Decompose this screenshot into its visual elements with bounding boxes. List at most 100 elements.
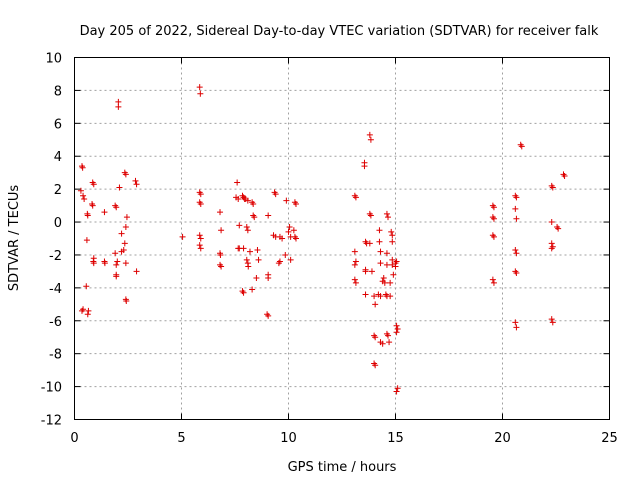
data-point [513, 324, 520, 331]
data-point [272, 191, 279, 198]
data-point [90, 181, 97, 188]
y-tick-label: -10 [41, 381, 62, 396]
data-point [179, 233, 186, 240]
data-point [372, 362, 379, 369]
data-point [240, 289, 247, 296]
data-point [240, 245, 247, 252]
y-axis-label: SDTVAR / TECUs [7, 185, 22, 292]
data-point [548, 219, 555, 226]
x-tick-labels: 0 5 10 15 20 25 [70, 431, 617, 446]
x-tick-label: 15 [387, 431, 404, 446]
data-point [389, 232, 396, 239]
axis-ticks [74, 57, 610, 420]
data-point [376, 238, 383, 245]
y-tick-label: 8 [54, 84, 62, 99]
data-points [77, 84, 568, 395]
data-point [513, 194, 520, 201]
y-tick-label: 0 [54, 216, 62, 231]
y-tick-label: 10 [45, 52, 62, 67]
data-point [512, 205, 519, 212]
data-point [393, 388, 400, 395]
data-point [197, 245, 204, 252]
data-point [122, 171, 129, 178]
data-point [85, 307, 92, 314]
data-point [121, 240, 128, 247]
data-point [132, 177, 139, 184]
data-point [287, 256, 294, 263]
data-point [83, 237, 90, 244]
y-tick-label: 2 [54, 183, 62, 198]
data-point [243, 223, 250, 230]
data-point [351, 276, 358, 283]
data-point [101, 260, 108, 267]
data-point [548, 245, 555, 252]
data-point [366, 240, 373, 247]
data-point [393, 329, 400, 336]
data-point [218, 263, 225, 270]
data-point [279, 235, 286, 242]
data-point [389, 261, 396, 268]
data-point [283, 197, 290, 204]
data-point [255, 256, 262, 263]
data-point [390, 271, 397, 278]
data-point [112, 250, 119, 257]
x-tick-label: 20 [494, 431, 511, 446]
data-point [385, 214, 392, 221]
data-point [81, 196, 88, 203]
chart-title: Day 205 of 2022, Sidereal Day-to-day VTE… [80, 24, 599, 39]
data-point [83, 283, 90, 290]
data-point [236, 222, 243, 229]
data-point [80, 192, 87, 199]
data-point [367, 136, 374, 143]
y-tick-label: 4 [54, 150, 62, 165]
data-point [361, 163, 368, 170]
data-point [383, 261, 390, 268]
data-point [490, 279, 497, 286]
data-point [243, 256, 250, 263]
data-point [367, 212, 374, 219]
data-point [133, 181, 140, 188]
plot-frame [74, 57, 610, 420]
data-point [245, 263, 252, 270]
data-point [285, 228, 292, 235]
data-point [84, 212, 91, 219]
data-point [352, 279, 359, 286]
data-point [490, 204, 497, 211]
data-point [366, 131, 373, 138]
y-tick-label: -12 [41, 414, 62, 429]
data-point [90, 260, 97, 267]
data-point [490, 233, 497, 240]
data-point [79, 164, 86, 171]
y-tick-label: -8 [49, 348, 62, 363]
data-point [122, 223, 129, 230]
data-point [377, 248, 384, 255]
data-point [80, 306, 87, 313]
data-point [362, 291, 369, 298]
data-point [286, 223, 293, 230]
data-point [377, 293, 384, 300]
data-point [351, 248, 358, 255]
data-point [380, 274, 387, 281]
data-point [113, 204, 120, 211]
data-point [113, 273, 120, 280]
data-point [265, 212, 272, 219]
data-point [217, 209, 224, 216]
data-point [235, 196, 242, 203]
data-point [388, 228, 395, 235]
data-point [352, 194, 359, 201]
data-point [561, 172, 568, 179]
data-point [265, 312, 272, 319]
data-point [394, 385, 401, 392]
data-point [77, 187, 84, 194]
y-tick-label: 6 [54, 117, 62, 132]
data-point [249, 286, 256, 293]
x-tick-label: 0 [70, 431, 78, 446]
data-point [246, 248, 253, 255]
x-tick-label: 10 [280, 431, 297, 446]
data-point [351, 261, 358, 268]
data-point [253, 274, 260, 281]
data-point [282, 251, 289, 258]
data-point [549, 184, 556, 191]
data-point [265, 274, 272, 281]
data-point [512, 247, 519, 254]
